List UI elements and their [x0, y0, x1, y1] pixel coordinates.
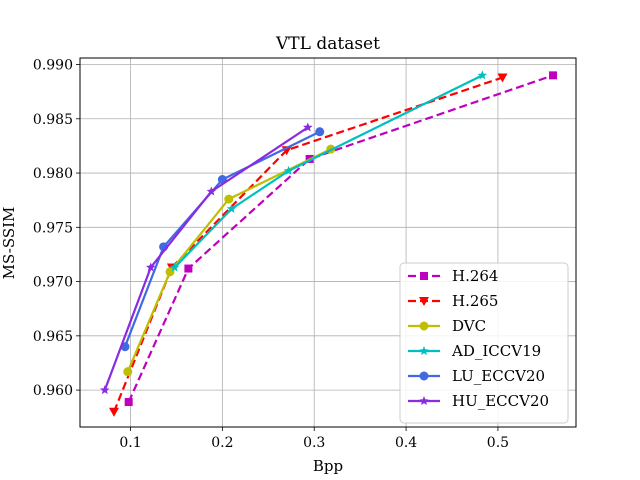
series-line: [127, 74, 554, 403]
legend-marker: [419, 321, 429, 331]
legend-marker: [419, 346, 429, 356]
y-tick-label: 0.970: [33, 275, 73, 291]
legend-label: H.265: [452, 292, 498, 310]
data-point: [497, 73, 508, 83]
legend-label: LU_ECCV20: [452, 367, 545, 385]
legend-label: DVC: [452, 317, 486, 335]
legend-marker: [419, 396, 429, 406]
series-line: [103, 126, 309, 391]
y-tick-label: 0.960: [33, 383, 73, 399]
chart-title: VTL dataset: [275, 34, 380, 54]
data-point: [549, 71, 558, 80]
grid-lines: [80, 58, 576, 427]
series-line: [112, 76, 503, 413]
series-line: [173, 74, 483, 269]
data-point: [184, 264, 193, 273]
legend-marker: [419, 297, 429, 306]
series-line: [126, 148, 332, 373]
series-5: [100, 122, 313, 395]
x-tick-label: 0.5: [487, 435, 509, 451]
data-point: [169, 262, 180, 272]
legend-label: HU_ECCV20: [452, 392, 549, 410]
legend-item: H.265: [408, 292, 498, 310]
legend-label: AD_ICCV19: [451, 342, 541, 360]
x-tick-label: 0.1: [119, 435, 141, 451]
y-tick-label: 0.990: [33, 58, 73, 74]
data-point: [206, 186, 217, 196]
legend-item: DVC: [408, 317, 486, 335]
data-point: [124, 398, 133, 407]
x-axis-title: Bpp: [313, 457, 343, 475]
plot-frame: [79, 57, 577, 428]
data-point: [145, 262, 156, 272]
legend-item: LU_ECCV20: [408, 367, 545, 385]
y-tick-label: 0.965: [33, 329, 73, 345]
series-layer: [100, 70, 558, 417]
y-tick-label: 0.985: [33, 112, 73, 128]
y-tick-label: 0.980: [33, 166, 73, 182]
data-point: [303, 122, 313, 132]
legend-marker: [419, 371, 429, 381]
axis-ticks: 0.1 0.2 0.3 0.4 0.5 0.960 0.965 0.970 0.975 0.980…: [33, 58, 509, 451]
legend-box: [399, 262, 569, 424]
data-point: [226, 203, 237, 213]
x-tick-label: 0.2: [211, 435, 233, 451]
x-tick-label: 0.4: [395, 435, 417, 451]
series-3: [169, 70, 488, 272]
data-point: [123, 367, 133, 377]
legend-marker: [420, 272, 428, 280]
data-point: [283, 165, 294, 175]
data-point: [477, 70, 488, 80]
legend-label: H.264: [452, 267, 498, 285]
data-point: [108, 407, 119, 417]
data-point: [315, 127, 325, 137]
legend: H.264 H.265 DVC AD_ICCV19 LU_ECCV20 HU_ECCV20: [399, 262, 569, 424]
y-tick-label: 0.975: [33, 220, 73, 236]
legend-item: H.264: [408, 267, 498, 285]
data-point: [224, 194, 234, 204]
legend-item: HU_ECCV20: [408, 392, 549, 410]
x-tick-label: 0.3: [303, 435, 325, 451]
data-point: [100, 385, 110, 395]
legend-item: AD_ICCV19: [408, 342, 541, 360]
y-axis-title: MS-SSIM: [0, 207, 18, 280]
